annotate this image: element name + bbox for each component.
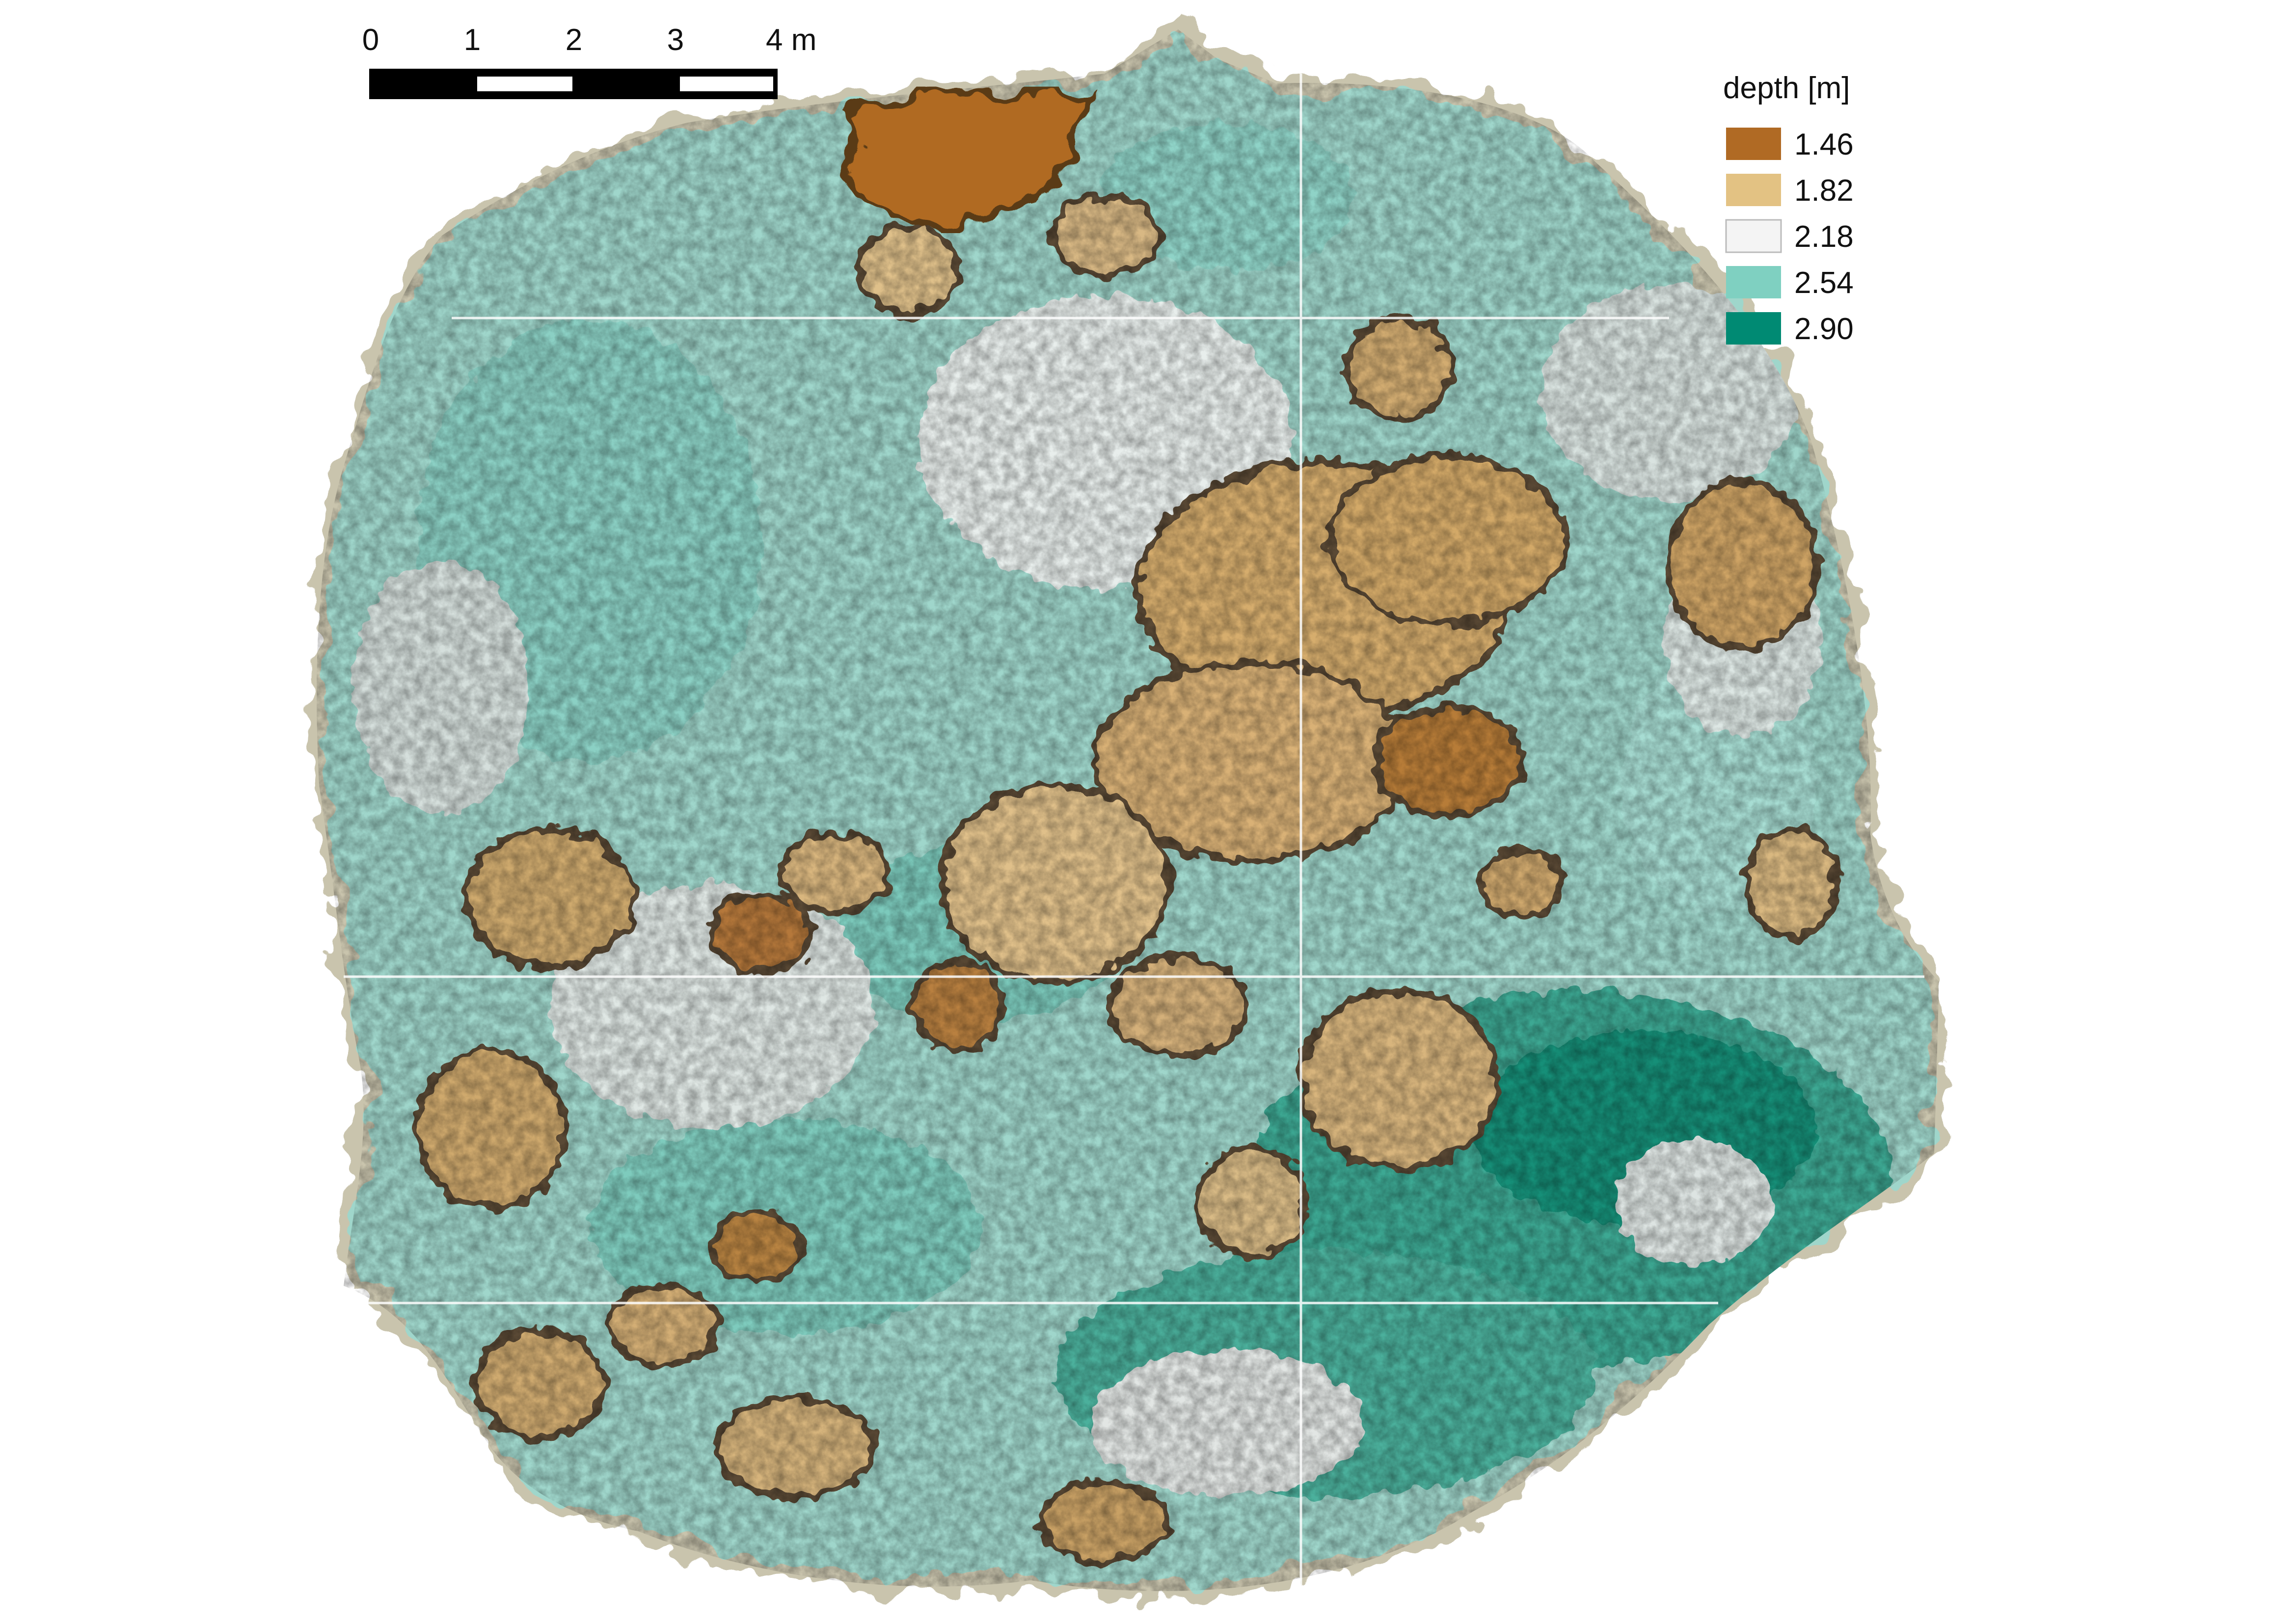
mosaic-seams [334,74,1924,1585]
legend-label: 2.54 [1794,266,1854,300]
legend-entry: 1.46 [1726,128,1854,161]
legend-entry: 2.54 [1726,266,1854,300]
scale-tick-label: 3 [667,23,684,57]
legend-swatch [1726,128,1781,160]
scale-tick-label: 0 [362,23,379,57]
legend-label: 2.18 [1794,220,1854,254]
shallow-coral-head [840,90,1100,230]
legend-swatch [1725,219,1782,253]
depth-legend: depth [m] 1.46 1.82 2.18 2.54 2.90 [1723,71,1854,346]
legend-swatch [1726,266,1781,298]
scale-segment [680,77,773,91]
scale-tick-label: 4 m [766,23,816,57]
legend-entry: 2.18 [1725,219,1854,254]
scale-tick-label: 1 [464,23,481,57]
legend-entry: 2.90 [1726,312,1854,346]
legend-label: 1.82 [1794,174,1854,208]
reef-mosaic [310,21,1946,1598]
legend-label: 1.46 [1794,128,1854,161]
legend-swatch [1726,174,1781,206]
scale-segment [477,77,572,91]
scale-bar: 0 1 2 3 4 m [362,23,816,99]
legend-swatch [1726,312,1781,345]
legend-label: 2.90 [1794,312,1854,346]
legend-entry: 1.82 [1726,174,1854,208]
scale-tick-label: 2 [566,23,582,57]
legend-title: depth [m] [1723,71,1850,105]
